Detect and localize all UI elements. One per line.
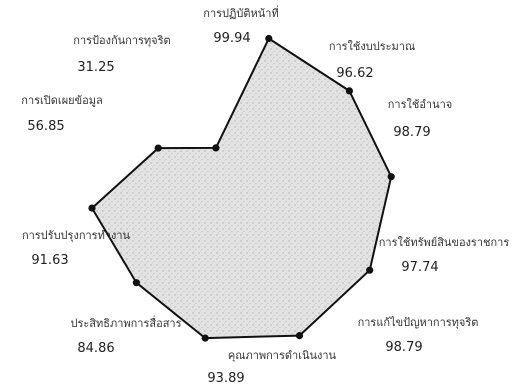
axis-label-1: การปฏิบัติหน้าที่ — [203, 5, 278, 20]
axis-label-10: การป้องกันการทุจริต — [73, 34, 170, 47]
axis-label-9: การเปิดเผยข้อมูล — [21, 94, 102, 107]
value-label-4: 97.74 — [401, 260, 438, 275]
radar-point-1 — [265, 34, 273, 43]
axis-label-8: การปรับปรุงการทำงาน — [22, 229, 131, 242]
value-label-9: 56.85 — [27, 119, 64, 134]
value-label-6: 93.89 — [207, 371, 244, 386]
value-label-10: 31.25 — [77, 60, 114, 75]
value-label-7: 84.86 — [77, 341, 114, 356]
value-label-2: 96.62 — [336, 66, 373, 81]
value-label-1: 99.94 — [213, 31, 250, 46]
axis-label-5: การแก้ไขปัญหาการทุจริต — [358, 316, 479, 329]
radar-point-8 — [88, 204, 96, 212]
radar-point-7 — [132, 279, 140, 287]
radar-point-2 — [345, 87, 353, 95]
radar-point-6 — [201, 334, 209, 342]
radar-point-9 — [154, 144, 162, 152]
axis-label-7: ประสิทธิภาพการสื่อสาร — [70, 315, 181, 330]
value-label-5: 98.79 — [385, 340, 422, 355]
axis-label-4: การใช้ทรัพย์สินของราชการ — [379, 236, 510, 249]
axis-label-6: คุณภาพการดำเนินงาน — [228, 349, 337, 362]
value-label-3: 98.79 — [393, 125, 430, 140]
radar-point-10 — [212, 144, 220, 152]
radar-point-4 — [366, 266, 374, 274]
radar-point-5 — [295, 332, 304, 340]
axis-label-2: การใช้งบประมาณ — [329, 40, 415, 53]
radar-series-area — [91, 37, 393, 340]
radar-point-3 — [387, 173, 395, 181]
value-label-8: 91.63 — [31, 253, 68, 268]
axis-label-3: การใช้อำนาจ — [388, 98, 453, 111]
